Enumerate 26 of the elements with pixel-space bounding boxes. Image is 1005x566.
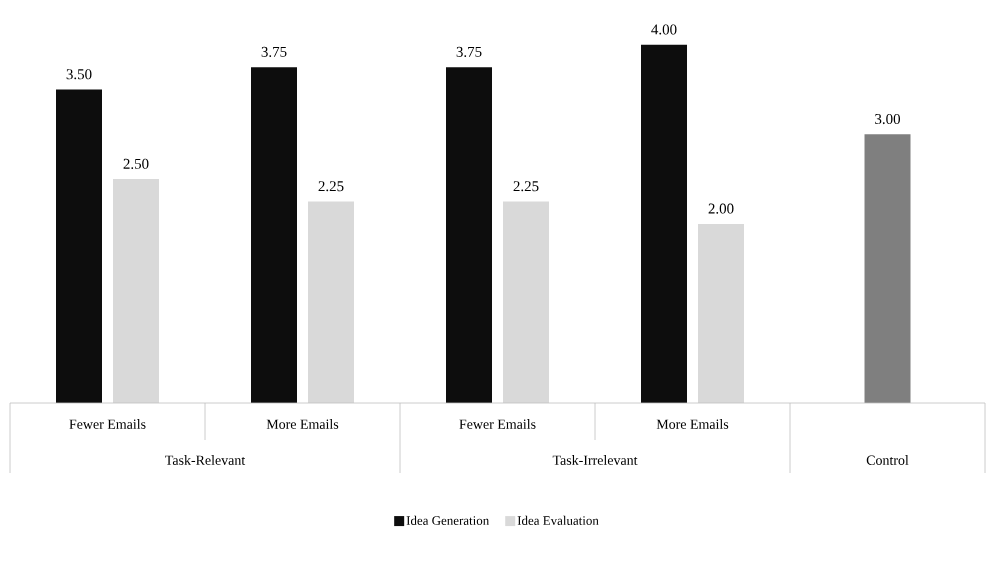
- text: Task-Relevant: [165, 455, 246, 465]
- data-label: 3.75: [456, 46, 482, 57]
- data-label: 3.00: [875, 113, 901, 125]
- bar: [56, 89, 102, 403]
- legend-label: Idea Generation: [406, 515, 490, 525]
- bar: [503, 201, 549, 403]
- data-label: 3.50: [66, 69, 92, 80]
- data-label: 2.50: [123, 158, 149, 169]
- text: Control: [866, 455, 909, 465]
- data-label: 2.25: [513, 181, 539, 192]
- bar: [251, 67, 297, 403]
- bar: [698, 223, 745, 403]
- data-label: 2.25: [318, 181, 344, 192]
- x-tick-label: More Emails: [656, 419, 729, 429]
- data-label: 2.00: [708, 203, 734, 214]
- bar: [641, 44, 688, 403]
- legend-label: Idea Evaluation: [517, 515, 599, 525]
- bar: [308, 201, 354, 403]
- x-tick-label: Fewer Emails: [69, 419, 146, 429]
- data-label: 4.00: [651, 24, 677, 35]
- x-tick-label: More Emails: [266, 419, 339, 429]
- data-label: 3.75: [261, 46, 287, 57]
- text: Task-Irrelevant: [552, 455, 638, 465]
- bar: [446, 67, 492, 403]
- x-tick-label: Fewer Emails: [459, 419, 536, 429]
- bar: [113, 179, 159, 403]
